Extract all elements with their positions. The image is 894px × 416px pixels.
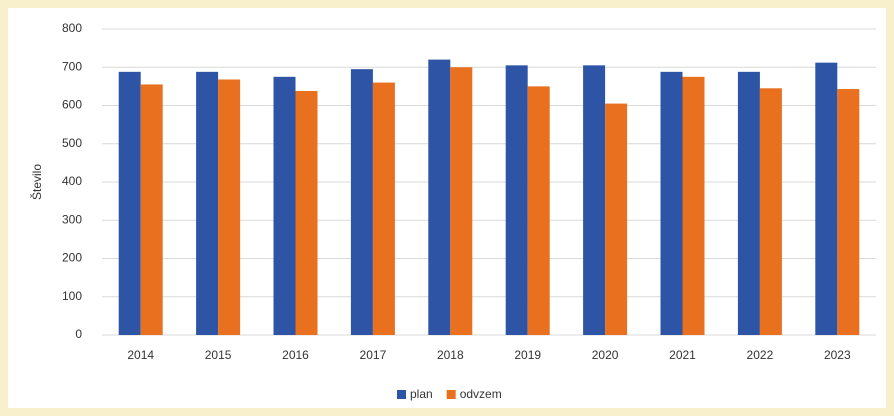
bar (218, 79, 241, 336)
bar (737, 71, 760, 335)
y-tick-label: 300 (62, 212, 82, 226)
legend-swatch (397, 390, 406, 399)
x-tick-label: 2021 (669, 348, 696, 362)
bar (583, 65, 606, 336)
y-tick-label: 400 (62, 174, 82, 188)
x-tick-label: 2022 (747, 348, 774, 362)
y-tick-label: 700 (62, 59, 82, 73)
bar (759, 88, 782, 335)
bar (837, 89, 860, 336)
bar (527, 86, 550, 335)
bar (605, 103, 628, 336)
x-tick-label: 2018 (437, 348, 464, 362)
bar (815, 62, 838, 335)
bar (660, 71, 683, 335)
y-tick-label: 100 (62, 289, 82, 303)
x-tick-label: 2015 (205, 348, 232, 362)
y-tick-label: 200 (62, 251, 82, 265)
bar (428, 59, 451, 335)
y-tick-label: 600 (62, 98, 82, 112)
bar (273, 76, 296, 335)
legend-label: odvzem (460, 387, 502, 401)
bar (196, 71, 219, 335)
y-tick-label: 500 (62, 136, 82, 150)
bar (505, 65, 528, 336)
x-tick-label: 2019 (514, 348, 541, 362)
bar (118, 71, 141, 335)
bar (295, 90, 318, 335)
x-tick-label: 2016 (282, 348, 309, 362)
y-axis-label: Število (29, 164, 44, 200)
x-tick-label: 2014 (127, 348, 154, 362)
bar (350, 69, 373, 335)
y-tick-label: 800 (62, 21, 82, 35)
bar (450, 67, 473, 335)
bar (372, 82, 395, 335)
bar (140, 84, 163, 336)
x-tick-label: 2020 (592, 348, 619, 362)
x-tick-label: 2023 (824, 348, 851, 362)
legend-label: plan (410, 387, 433, 401)
x-tick-label: 2017 (360, 348, 387, 362)
legend-swatch (446, 390, 456, 399)
y-tick-label: 0 (75, 327, 82, 341)
bar (682, 76, 705, 335)
